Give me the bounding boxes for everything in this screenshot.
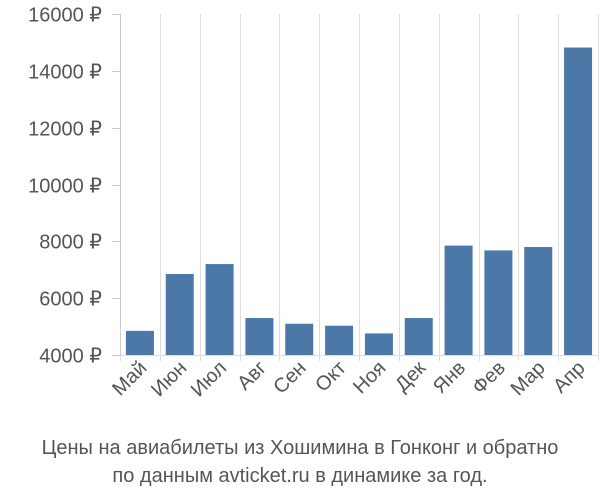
x-tick-label: Янв	[429, 357, 470, 398]
x-tick-label: Авг	[233, 357, 271, 395]
bar	[325, 325, 354, 355]
x-tick-label: Фев	[468, 357, 510, 399]
y-tick-label: 10000 ₽	[28, 176, 102, 198]
bar	[564, 47, 593, 355]
x-tick-label: Дек	[391, 357, 430, 396]
y-tick-label: 14000 ₽	[28, 62, 102, 84]
y-tick-label: 8000 ₽	[39, 232, 102, 254]
bar	[444, 245, 473, 355]
bar	[484, 250, 513, 355]
y-axis: 4000 ₽ 6000 ₽ 8000 ₽ 10000 ₽ 12000 ₽ 14000 ₽ 1…	[28, 5, 598, 368]
bar	[404, 318, 433, 355]
x-tick-label: Апр	[549, 357, 590, 398]
x-tick-label: Сен	[269, 357, 310, 398]
y-tick-label: 12000 ₽	[28, 119, 102, 141]
chart-subtitle: по данным avticket.ru в динамике за год.	[112, 465, 487, 487]
bar	[245, 318, 274, 355]
x-tick-label: Мар	[507, 357, 550, 400]
x-tick-label: Июн	[147, 357, 191, 401]
x-tick-label: Май	[108, 357, 151, 400]
x-tick-label: Окт	[311, 357, 350, 396]
grid	[120, 14, 599, 361]
bar	[524, 247, 553, 355]
bar	[205, 264, 234, 355]
bars	[125, 47, 593, 355]
y-tick-label: 6000 ₽	[39, 289, 102, 311]
bar	[364, 333, 393, 355]
bar	[165, 274, 194, 355]
y-tick-label: 16000 ₽	[28, 5, 102, 27]
chart-title: Цены на авиабилеты из Хошимина в Гонконг…	[42, 437, 559, 459]
y-tick-label: 4000 ₽	[39, 346, 102, 368]
bar	[285, 323, 314, 355]
bar	[125, 330, 154, 355]
x-tick-label: Ноя	[349, 357, 390, 398]
x-tick-label: Июл	[187, 357, 231, 401]
